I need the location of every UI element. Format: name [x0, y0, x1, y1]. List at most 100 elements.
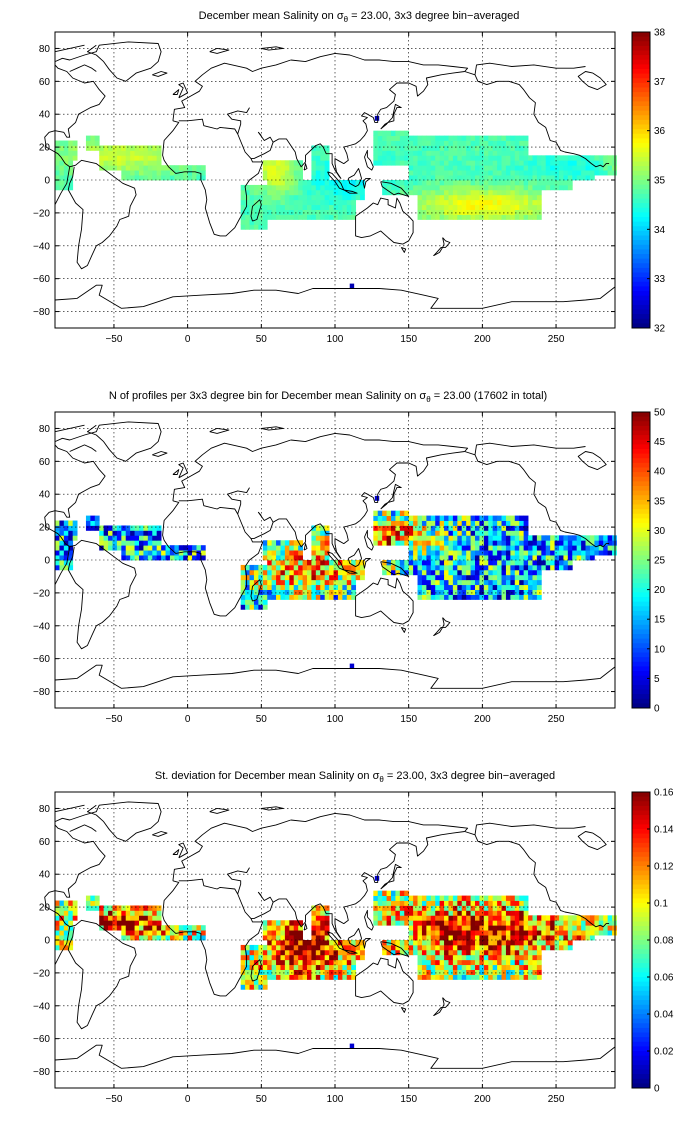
heatmap-cell — [501, 550, 507, 556]
heatmap-cell — [399, 130, 405, 136]
heatmap-cell — [497, 199, 502, 206]
data-cells — [55, 875, 617, 1049]
heatmap-cell — [439, 180, 445, 186]
heatmap-cell — [439, 910, 445, 916]
colorbar-segment — [632, 318, 650, 324]
heatmap-cell — [178, 555, 184, 561]
colorbar-segment — [632, 573, 650, 580]
heatmap-cell — [479, 574, 485, 581]
colorbar-segment — [632, 815, 650, 821]
heatmap-cell — [408, 520, 414, 526]
heatmap-cell — [444, 954, 449, 961]
heatmap-cell — [466, 525, 471, 531]
colorbar-segment — [632, 935, 650, 941]
heatmap-cell — [121, 525, 127, 531]
heatmap-cell — [461, 540, 467, 546]
coastline — [152, 71, 168, 77]
heatmap-cell — [426, 944, 432, 951]
heatmap-cell — [488, 560, 494, 566]
heatmap-cell — [382, 569, 387, 576]
heatmap-cell — [510, 895, 516, 901]
heatmap-cell — [479, 170, 485, 176]
heatmap-cell — [276, 540, 281, 546]
heatmap-cell — [559, 940, 564, 946]
heatmap-cell — [324, 209, 330, 215]
heatmap-cell — [320, 930, 326, 936]
heatmap-cell — [404, 150, 410, 156]
colorbar-segment — [632, 532, 650, 538]
heatmap-cell — [333, 974, 339, 980]
heatmap-cell — [373, 145, 379, 151]
heatmap-cell — [444, 550, 449, 556]
heatmap-cell — [293, 920, 299, 926]
heatmap-cell — [130, 545, 135, 551]
heatmap-cell — [439, 589, 445, 595]
colorbar-segment — [632, 189, 650, 195]
heatmap-cell — [346, 584, 352, 590]
heatmap-cell — [567, 155, 573, 161]
colorbar-segment — [632, 610, 650, 617]
heatmap-cell — [497, 905, 502, 911]
heatmap-cell — [435, 189, 441, 196]
heatmap-cell — [581, 920, 586, 926]
heatmap-cell — [311, 915, 317, 921]
heatmap-cell — [329, 579, 334, 586]
heatmap-cell — [280, 940, 286, 946]
heatmap-cell — [430, 969, 436, 975]
heatmap-cell — [479, 135, 485, 141]
heatmap-cell — [125, 150, 131, 156]
heatmap-cell — [174, 555, 180, 561]
heatmap-cell — [121, 550, 127, 556]
heatmap-cell — [483, 974, 489, 980]
heatmap-cell — [589, 535, 595, 541]
heatmap-cell — [541, 560, 547, 566]
coastline — [54, 44, 85, 53]
heatmap-cell — [550, 540, 555, 546]
heatmap-cell — [470, 964, 476, 970]
heatmap-cell — [351, 189, 357, 196]
heatmap-cell — [589, 540, 595, 546]
heatmap-cell — [108, 910, 113, 916]
heatmap-cell — [143, 930, 149, 936]
heatmap-cell — [523, 584, 529, 590]
heatmap-cell — [492, 520, 498, 526]
heatmap-cell — [333, 199, 339, 206]
heatmap-cell — [311, 214, 317, 220]
heatmap-cell — [395, 540, 401, 546]
heatmap-cell — [382, 564, 387, 571]
heatmap-cell — [108, 530, 113, 536]
heatmap-cell — [139, 175, 144, 181]
heatmap-cell — [461, 525, 467, 531]
heatmap-cell — [271, 930, 277, 936]
heatmap-cell — [466, 540, 471, 546]
heatmap-cell — [103, 910, 109, 916]
heatmap-cell — [284, 949, 290, 956]
colorbar: 0.160.140.120.10.080.060.040.020 — [631, 788, 674, 1095]
heatmap-cell — [475, 949, 480, 956]
heatmap-cell — [262, 984, 268, 990]
colorbar-segment — [632, 1060, 650, 1066]
heatmap-cell — [492, 579, 498, 586]
heatmap-cell — [324, 949, 330, 956]
heatmap-cell — [333, 214, 339, 220]
heatmap-cell — [280, 935, 286, 941]
colorbar-segment — [632, 963, 650, 969]
heatmap-cell — [63, 180, 69, 186]
heatmap-cell — [457, 180, 463, 186]
heatmap-cell — [382, 949, 387, 956]
colorbar-segment — [632, 161, 650, 167]
heatmap-cell — [311, 525, 317, 531]
heatmap-cell — [475, 165, 480, 171]
heatmap-cell — [183, 925, 189, 931]
heatmap-cell — [523, 935, 529, 941]
heatmap-cell — [435, 170, 441, 176]
heatmap-cell — [439, 525, 445, 531]
heatmap-cell — [545, 564, 551, 571]
heatmap-cell — [550, 925, 555, 931]
colorbar-segment — [632, 884, 650, 890]
heatmap-cell — [240, 984, 246, 990]
heatmap-cell — [417, 564, 423, 571]
heatmap-cell — [541, 925, 547, 931]
heatmap-cell — [249, 579, 255, 586]
coastline — [355, 957, 414, 1005]
